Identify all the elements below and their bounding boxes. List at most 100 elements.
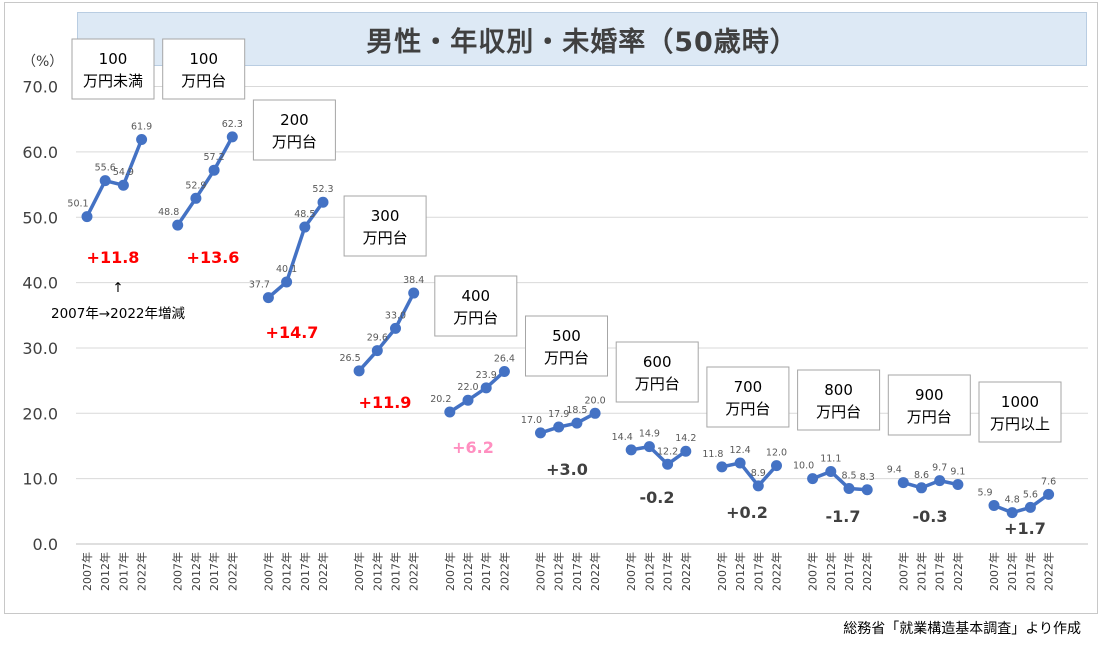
- change-value: +1.7: [1004, 519, 1046, 538]
- x-tick-label: 2022年: [679, 552, 693, 591]
- group-label-line2: 万円台: [272, 133, 317, 151]
- x-tick-label: 2012年: [280, 552, 294, 591]
- data-point: [571, 417, 583, 429]
- x-tick-label: 2007年: [352, 552, 366, 591]
- data-label: 12.2: [657, 446, 678, 457]
- data-point: [117, 179, 129, 191]
- data-label: 38.4: [403, 275, 424, 286]
- data-label: 20.0: [585, 395, 606, 406]
- annotation-arrow: ↑: [112, 280, 123, 296]
- data-point: [716, 461, 728, 473]
- data-label: 18.5: [566, 405, 587, 416]
- x-tick-label: 2012年: [642, 552, 656, 591]
- data-label: 55.6: [95, 163, 116, 174]
- series-line: [993, 492, 1050, 515]
- data-point: [625, 444, 637, 456]
- change-value: +14.7: [266, 323, 319, 342]
- data-label: 8.9: [751, 468, 766, 479]
- group-label-box: [887, 374, 971, 436]
- data-label: 17.0: [521, 415, 542, 426]
- x-tick-label: 2017年: [389, 552, 403, 591]
- data-point: [480, 382, 492, 394]
- y-tick-label: 50.0: [22, 208, 58, 227]
- y-tick-label: 60.0: [22, 143, 58, 162]
- data-label: 57.2: [204, 152, 225, 163]
- data-point: [934, 475, 946, 487]
- group-label-line2: 万円台: [725, 400, 770, 418]
- y-tick-label: 70.0: [22, 78, 58, 97]
- group-label-box: [343, 195, 427, 257]
- y-axis-unit: （%）: [22, 54, 63, 70]
- x-tick-label: 2012年: [370, 552, 384, 591]
- data-point: [444, 406, 456, 418]
- data-point: [734, 457, 746, 469]
- data-point: [680, 445, 692, 457]
- group-label-box: [434, 275, 518, 337]
- data-label: 11.8: [702, 449, 723, 460]
- data-label: 17.9: [548, 409, 569, 420]
- data-label: 9.1: [950, 467, 965, 478]
- data-label: 8.3: [860, 472, 875, 483]
- group-label-line2: 万円台: [453, 309, 498, 327]
- x-tick-label: 2022年: [860, 552, 874, 591]
- y-tick-label: 40.0: [22, 274, 58, 293]
- x-tick-label: 2007年: [261, 552, 275, 591]
- data-point: [353, 365, 365, 377]
- data-label: 12.0: [766, 448, 787, 459]
- data-label: 48.8: [158, 207, 179, 218]
- group-label-line2: 万円台: [816, 403, 861, 421]
- data-point: [553, 421, 565, 433]
- x-tick-label: 2007年: [806, 552, 820, 591]
- data-label: 33.0: [385, 310, 406, 321]
- group-label-line1: 500: [552, 327, 581, 345]
- source-note: 総務省「就業構造基本調査」より作成: [843, 621, 1081, 637]
- data-point: [281, 276, 293, 288]
- series-line: [811, 469, 868, 492]
- x-tick-label: 2007年: [80, 552, 94, 591]
- x-tick-label: 2022年: [770, 552, 784, 591]
- data-point: [1043, 488, 1055, 500]
- data-label: 50.1: [67, 199, 88, 210]
- group-label-line1: 100: [189, 50, 218, 68]
- data-point: [190, 192, 202, 204]
- change-value: +3.0: [546, 460, 588, 479]
- group-label-line2: 万円台: [181, 72, 226, 90]
- data-point: [371, 345, 383, 357]
- change-value: +6.2: [452, 438, 494, 457]
- group-label-line1: 800: [824, 381, 853, 399]
- data-label: 29.6: [367, 333, 388, 344]
- series-line: [267, 201, 325, 299]
- x-tick-label: 2017年: [570, 552, 584, 591]
- x-tick-label: 2007年: [715, 552, 729, 591]
- data-label: 9.4: [887, 465, 902, 476]
- data-label: 8.6: [914, 470, 929, 481]
- data-label: 54.9: [113, 167, 134, 178]
- group-label-line2: 万円台: [363, 229, 408, 247]
- x-tick-label: 2017年: [1023, 552, 1037, 591]
- data-point: [589, 407, 601, 419]
- x-tick-label: 2007年: [171, 552, 185, 591]
- data-label: 8.5: [841, 470, 856, 481]
- change-value: +0.2: [726, 503, 768, 522]
- data-point: [408, 287, 420, 299]
- data-label: 5.6: [1023, 489, 1038, 500]
- x-tick-label: 2022年: [497, 552, 511, 591]
- group-label-line1: 1000: [1001, 393, 1039, 411]
- data-label: 11.1: [820, 453, 841, 464]
- data-point: [825, 465, 837, 477]
- group-label-line2: 万円台: [635, 375, 680, 393]
- chart-frame: [4, 2, 1098, 614]
- group-label-line2: 万円以上: [990, 415, 1050, 433]
- data-label: 14.4: [612, 432, 633, 443]
- change-value: -0.2: [640, 488, 675, 507]
- change-value: -1.7: [826, 507, 861, 526]
- data-label: 14.9: [639, 429, 660, 440]
- data-point: [752, 480, 764, 492]
- group-label-line1: 700: [734, 378, 763, 396]
- data-label: 22.0: [457, 382, 478, 393]
- data-point: [81, 211, 93, 223]
- series-line: [176, 136, 234, 227]
- group-label-box: [71, 38, 155, 100]
- data-label: 7.6: [1041, 476, 1056, 487]
